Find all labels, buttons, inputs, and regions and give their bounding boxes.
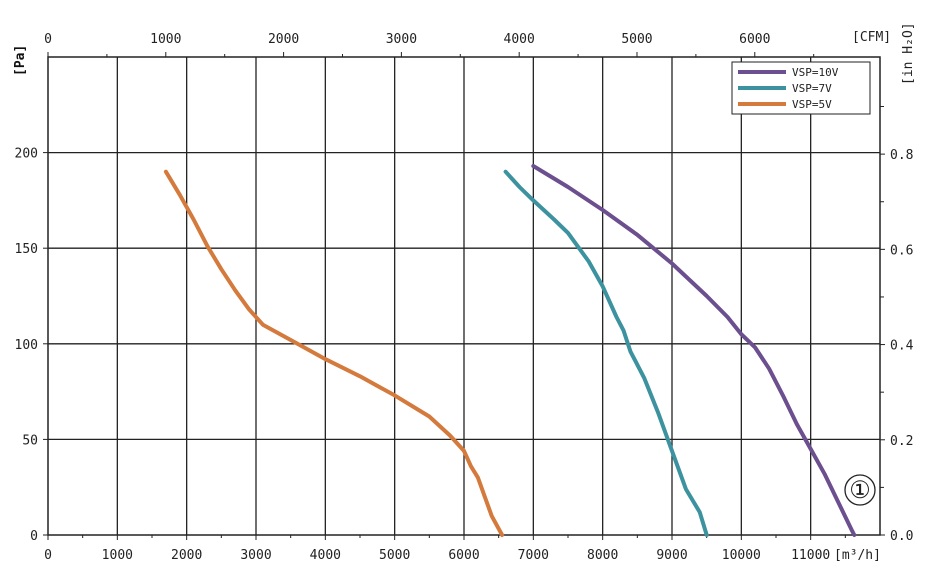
left-tick-label: 100 (15, 338, 38, 353)
bottom-tick-label: 11000 (791, 548, 830, 563)
top-axis-unit-label: [CFM] (852, 30, 891, 45)
bottom-tick-label: 9000 (656, 548, 687, 563)
left-tick-label: 150 (15, 242, 38, 257)
axis-ticks (43, 52, 885, 540)
legend-label-vsp10: VSP=10V (792, 66, 839, 79)
grid-lines (48, 57, 880, 535)
bottom-tick-label: 2000 (171, 548, 202, 563)
bottom-tick-label: 0 (44, 548, 52, 563)
series-lines (163, 164, 857, 537)
bottom-tick-label: 7000 (518, 548, 549, 563)
right-tick-label: 0.8 (890, 148, 913, 163)
left-tick-label: 0 (30, 529, 38, 544)
plot-frame (47, 56, 881, 536)
bottom-tick-label: 5000 (379, 548, 410, 563)
right-tick-label: 0.6 (890, 243, 913, 258)
series-line-vsp-10v (531, 164, 857, 537)
curve-id-circle (844, 474, 876, 506)
top-tick-label: 4000 (504, 32, 535, 47)
bottom-tick-label: 3000 (240, 548, 271, 563)
bottom-tick-label: 4000 (310, 548, 341, 563)
bottom-tick-label: 6000 (448, 548, 479, 563)
bottom-tick-label: 8000 (587, 548, 618, 563)
top-tick-label: 3000 (386, 32, 417, 47)
top-tick-label: 5000 (621, 32, 652, 47)
top-tick-label: 2000 (268, 32, 299, 47)
right-tick-label: 0.4 (890, 339, 914, 354)
left-tick-label: 50 (22, 433, 38, 448)
legend-label-vsp5: VSP=5V (792, 98, 832, 111)
left-tick-label: 200 (15, 147, 38, 162)
top-tick-label: 1000 (150, 32, 181, 47)
curve-id-marker: ① (844, 474, 876, 506)
top-tick-label: 0 (44, 32, 52, 47)
tick-labels: 0 1000 2000 3000 4000 5000 6000 7000 8000 9000 100… (15, 32, 914, 563)
bottom-tick-label: 10000 (722, 548, 761, 563)
right-tick-label: 0.0 (890, 529, 913, 544)
left-axis-unit-label: [Pa] (13, 45, 28, 76)
bottom-axis-unit-label: [m³/h] (834, 548, 881, 563)
series-line-vsp-7v (503, 169, 709, 537)
series-line-vsp-5v (163, 169, 505, 537)
curve-id-label: ① (849, 476, 871, 504)
bottom-tick-label: 1000 (102, 548, 133, 563)
top-tick-label: 6000 (739, 32, 770, 47)
legend: VSP=10V VSP=7V VSP=5V (731, 61, 871, 115)
legend-label-vsp7: VSP=7V (792, 82, 832, 95)
right-tick-label: 0.2 (890, 434, 913, 449)
right-axis-unit-label: [in H₂O] (901, 22, 916, 85)
